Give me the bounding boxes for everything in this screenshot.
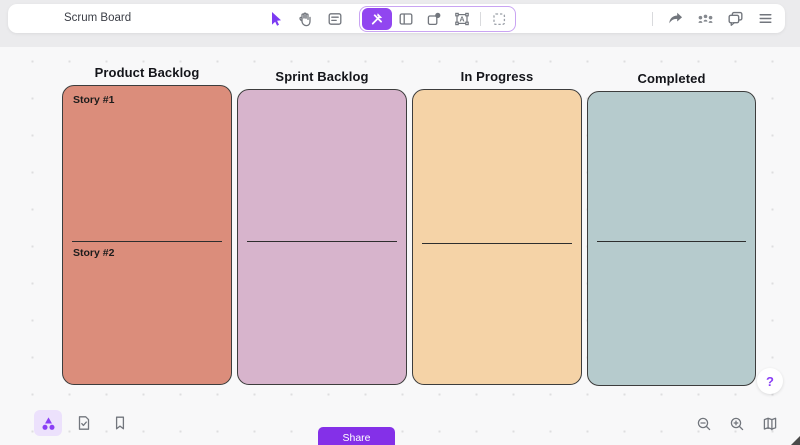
toolbar-tools: A <box>261 4 516 33</box>
menu-list-button[interactable] <box>753 7 777 31</box>
tools-button[interactable] <box>362 7 392 30</box>
story-card-label[interactable]: Story #2 <box>73 247 115 259</box>
column-divider-line <box>597 241 746 242</box>
bookmark-icon <box>111 414 129 432</box>
svg-text:A: A <box>459 16 464 23</box>
column-product-backlog: Product Backlog Story #1 Story #2 <box>62 65 232 385</box>
column-box[interactable] <box>587 91 756 386</box>
bookmark-button[interactable] <box>106 410 134 436</box>
hand-tool-button[interactable] <box>291 6 319 31</box>
share-feedback-label: Share Feedback <box>333 432 379 445</box>
right-icons-divider <box>652 11 653 26</box>
topbar-right-icons <box>648 4 777 33</box>
story-card-label[interactable]: Story #1 <box>73 94 115 106</box>
document-check-icon <box>75 414 93 432</box>
comments-button[interactable] <box>723 7 747 31</box>
resize-corner <box>791 436 800 445</box>
column-title: Product Backlog <box>94 65 200 80</box>
shapes-icon <box>425 10 443 28</box>
column-title: In Progress <box>460 69 534 84</box>
text-box-tool-button[interactable]: A <box>448 6 476 31</box>
comments-icon <box>726 9 745 28</box>
shapes-tool-button[interactable] <box>420 6 448 31</box>
minimap-icon <box>761 415 779 433</box>
share-feedback-button[interactable]: Share Feedback <box>318 427 395 445</box>
hand-icon <box>296 10 314 28</box>
column-divider-line <box>72 241 222 242</box>
empty-frame-icon <box>490 10 508 28</box>
document-check-button[interactable] <box>70 410 98 436</box>
select-tool-button[interactable] <box>261 6 289 31</box>
column-in-progress: In Progress <box>412 69 582 385</box>
collaborators-button[interactable] <box>693 7 717 31</box>
note-tool-button[interactable] <box>321 6 349 31</box>
column-divider-line <box>422 243 572 244</box>
zoom-in-icon <box>728 415 746 433</box>
select-cursor-icon <box>266 10 284 28</box>
shapes-library-button[interactable] <box>34 410 62 436</box>
column-completed: Completed <box>587 71 756 386</box>
collaborators-icon <box>696 9 715 28</box>
column-title: Completed <box>637 71 706 86</box>
text-box-icon: A <box>453 10 471 28</box>
column-box[interactable] <box>412 89 582 385</box>
page-title: Scrum Board <box>64 12 132 24</box>
column-divider-line <box>247 241 397 242</box>
shapes-library-icon <box>39 414 58 433</box>
tool-group-divider <box>480 11 481 26</box>
share-button[interactable] <box>663 7 687 31</box>
menu-list-icon <box>756 9 775 28</box>
zoom-in-button[interactable] <box>725 412 749 436</box>
zoom-out-icon <box>695 415 713 433</box>
frame-tool-button[interactable] <box>392 6 420 31</box>
frame-icon <box>397 10 415 28</box>
zoom-out-button[interactable] <box>692 412 716 436</box>
empty-frame-tool-button[interactable] <box>485 6 513 31</box>
help-label: ? <box>766 373 774 389</box>
column-sprint-backlog: Sprint Backlog <box>237 69 407 385</box>
column-box[interactable] <box>237 89 407 385</box>
column-title: Sprint Backlog <box>275 69 369 84</box>
bottom-right-dock <box>692 412 782 436</box>
tools-hammer-icon <box>369 11 385 27</box>
note-icon <box>326 10 344 28</box>
column-box[interactable]: Story #1 Story #2 <box>62 85 232 385</box>
share-icon <box>666 9 685 28</box>
help-button[interactable]: ? <box>757 368 783 394</box>
minimap-button[interactable] <box>758 412 782 436</box>
topbar: Scrum Board <box>8 4 785 33</box>
template-tools-group: A <box>359 5 516 32</box>
bottom-left-dock <box>34 410 134 436</box>
